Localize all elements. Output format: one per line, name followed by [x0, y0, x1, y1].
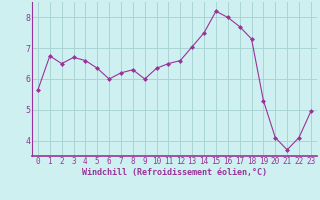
X-axis label: Windchill (Refroidissement éolien,°C): Windchill (Refroidissement éolien,°C)	[82, 168, 267, 177]
